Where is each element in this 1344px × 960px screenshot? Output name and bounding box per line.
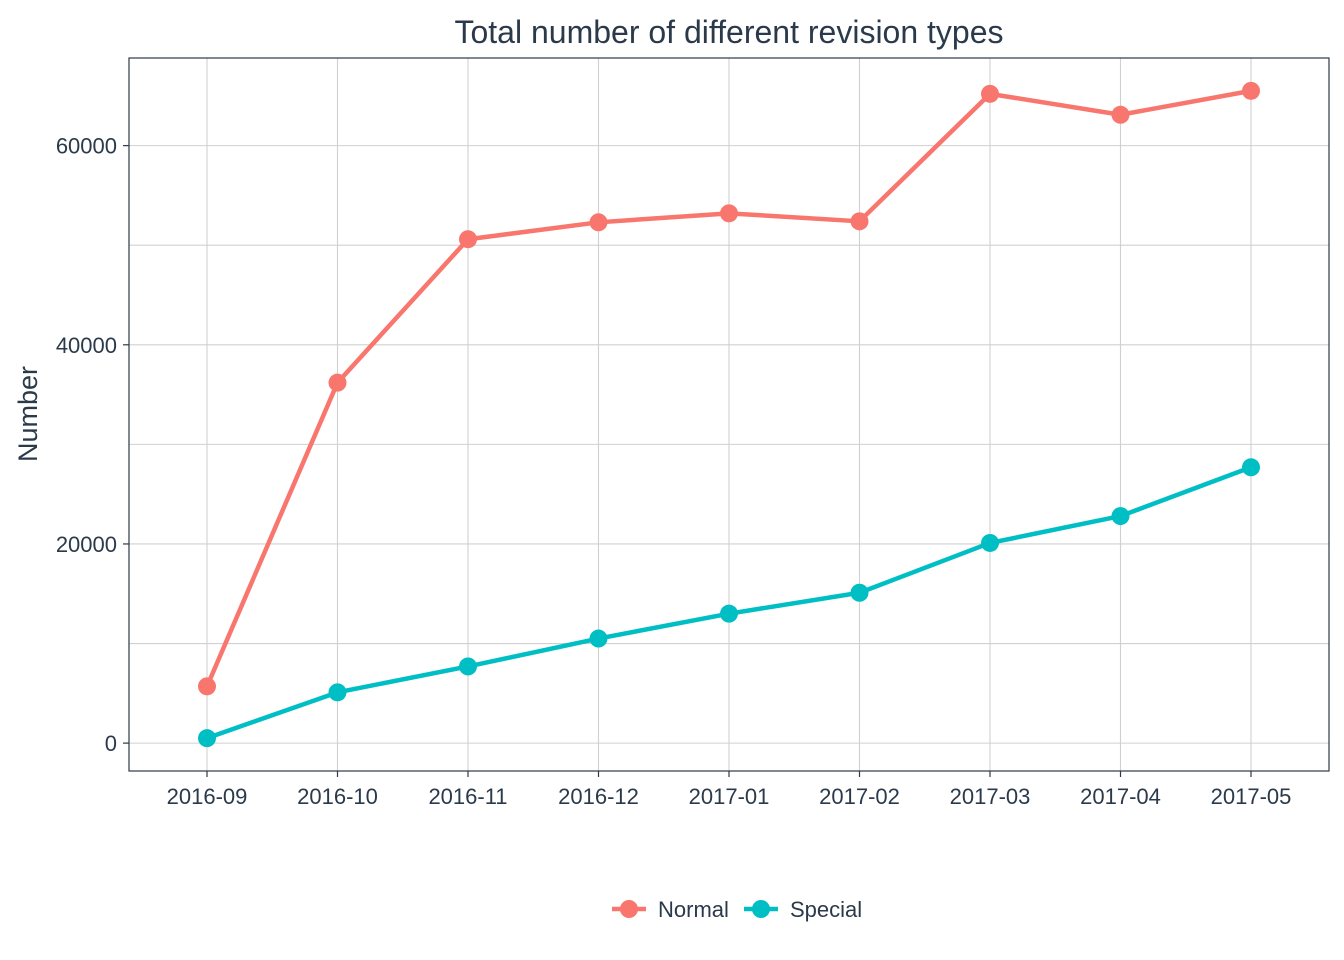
series-layer [198,81,1260,748]
data-point-normal [981,84,999,103]
x-tick-label: 2016-12 [558,784,639,809]
data-point-special [1242,458,1260,477]
x-tick-label: 2017-04 [1080,784,1161,809]
data-point-normal [720,204,738,223]
x-tick-label: 2016-09 [167,784,248,809]
data-point-normal [589,213,608,232]
data-point-special [720,604,738,623]
data-point-special [981,533,999,552]
x-tick-label: 2017-03 [950,784,1031,809]
x-tick-label: 2017-05 [1211,784,1292,809]
data-point-normal [850,212,869,231]
data-point-special [459,657,477,676]
legend-label-special: Special [790,897,862,922]
data-point-special [198,729,216,748]
data-point-normal [1111,105,1130,124]
legend-label-normal: Normal [658,897,729,922]
data-point-normal [198,677,216,696]
x-tick-label: 2017-02 [819,784,900,809]
legend-key-point-normal [620,900,638,918]
y-tick-label: 0 [105,731,117,756]
data-point-special [328,683,347,702]
legend-key-point-special [752,900,770,918]
data-point-special [850,583,869,602]
y-tick-label: 60000 [56,134,117,159]
data-point-normal [459,230,477,249]
data-point-special [589,629,608,648]
y-axis-label: Number [13,366,43,462]
y-tick-label: 20000 [56,532,117,557]
data-point-normal [328,373,347,392]
legend: Normal Special [612,897,862,922]
x-tick-label: 2016-10 [297,784,378,809]
axis-layer: 0 20000 40000 60000 2016-09 2016-10 2016-11 201… [56,134,1292,809]
data-point-normal [1242,81,1260,100]
y-tick-label: 40000 [56,333,117,358]
chart-title: Total number of different revision types [454,14,1003,50]
data-point-special [1111,507,1130,526]
x-tick-label: 2016-11 [428,784,507,809]
x-tick-label: 2017-01 [689,784,770,809]
grid-layer [129,58,1329,771]
